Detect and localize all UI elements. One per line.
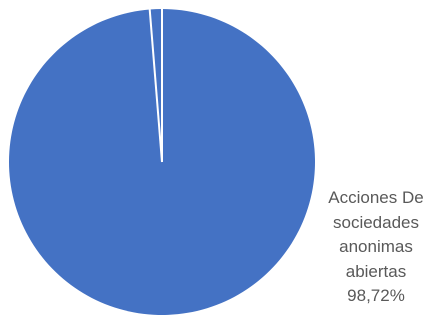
slice-label-line: sociedades: [332, 212, 419, 232]
slice-value-label: 98,72%: [347, 286, 405, 305]
slice-label-line: Acciones De: [328, 188, 424, 207]
slice-separator-0: [148, 8, 163, 163]
slice-label-line: abiertas: [345, 261, 407, 281]
slice-label-acciones: Acciones De sociedades anonimas abiertas…: [312, 186, 440, 309]
slice-label-line: anonimas: [339, 237, 413, 256]
